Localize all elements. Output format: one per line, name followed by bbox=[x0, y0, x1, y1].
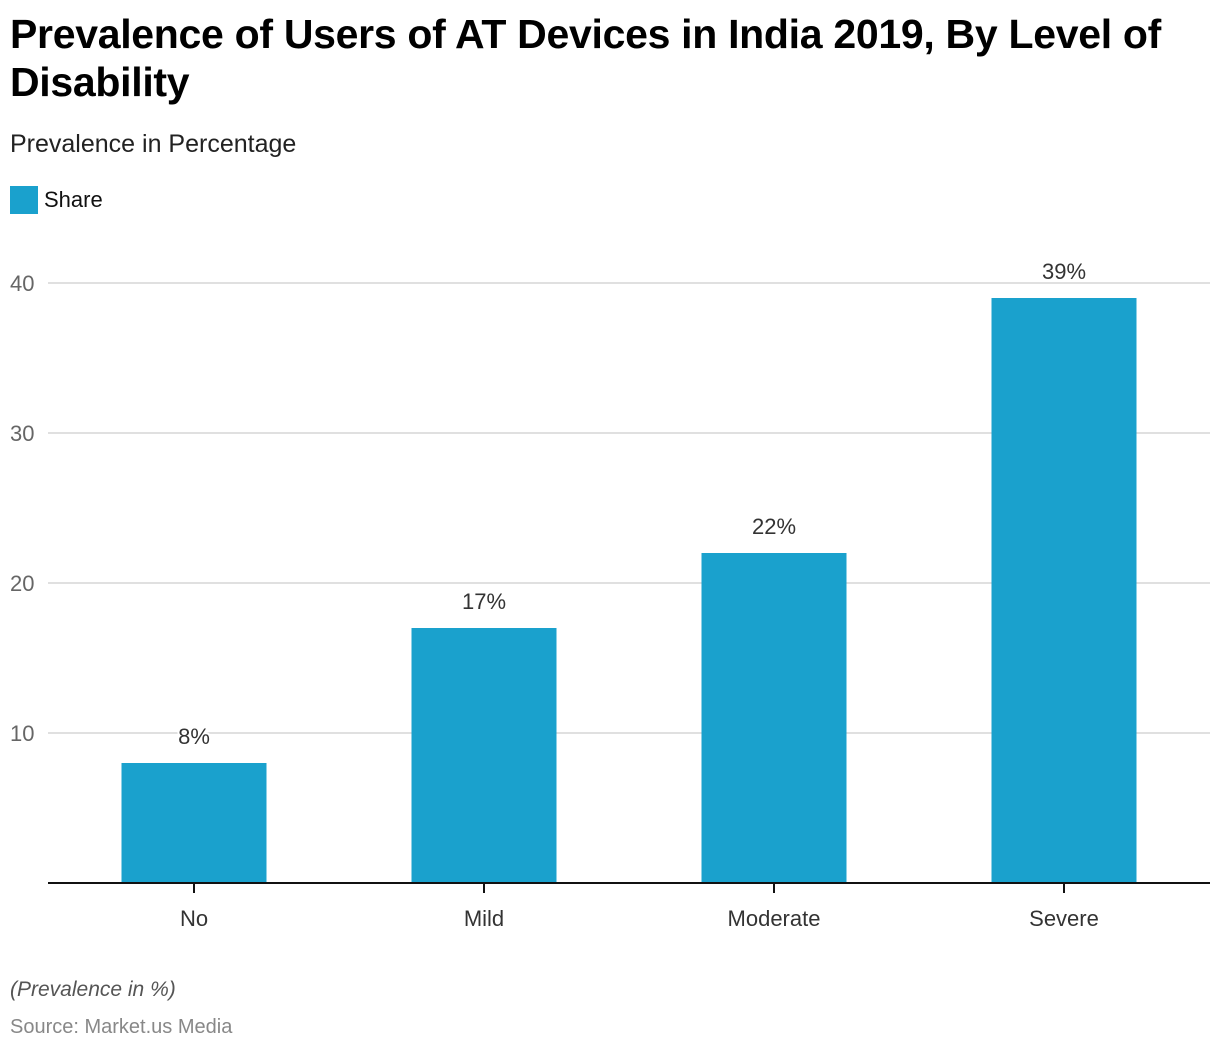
bar bbox=[991, 298, 1137, 883]
y-tick-label: 40 bbox=[10, 271, 34, 296]
bar bbox=[121, 763, 267, 883]
y-tick-label: 30 bbox=[10, 421, 34, 446]
data-label: 22% bbox=[752, 514, 796, 539]
x-tick-label: Moderate bbox=[728, 906, 821, 931]
y-tick-label: 10 bbox=[10, 721, 34, 746]
data-label: 17% bbox=[462, 589, 506, 614]
bar bbox=[701, 553, 847, 883]
chart-subtitle: Prevalence in Percentage bbox=[10, 130, 297, 158]
x-tick-label: Severe bbox=[1029, 906, 1099, 931]
data-label: 8% bbox=[178, 724, 210, 749]
bar bbox=[411, 628, 557, 883]
legend: Share bbox=[10, 186, 103, 214]
data-label: 39% bbox=[1042, 259, 1086, 284]
legend-label: Share bbox=[44, 187, 103, 212]
x-tick-label: No bbox=[180, 906, 208, 931]
y-tick-label: 20 bbox=[10, 571, 34, 596]
chart-note: (Prevalence in %) bbox=[10, 978, 176, 1001]
chart-source: Source: Market.us Media bbox=[10, 1016, 233, 1038]
legend-swatch bbox=[10, 186, 38, 214]
x-tick-label: Mild bbox=[464, 906, 504, 931]
chart-title: Prevalence of Users of AT Devices in Ind… bbox=[10, 11, 1161, 105]
